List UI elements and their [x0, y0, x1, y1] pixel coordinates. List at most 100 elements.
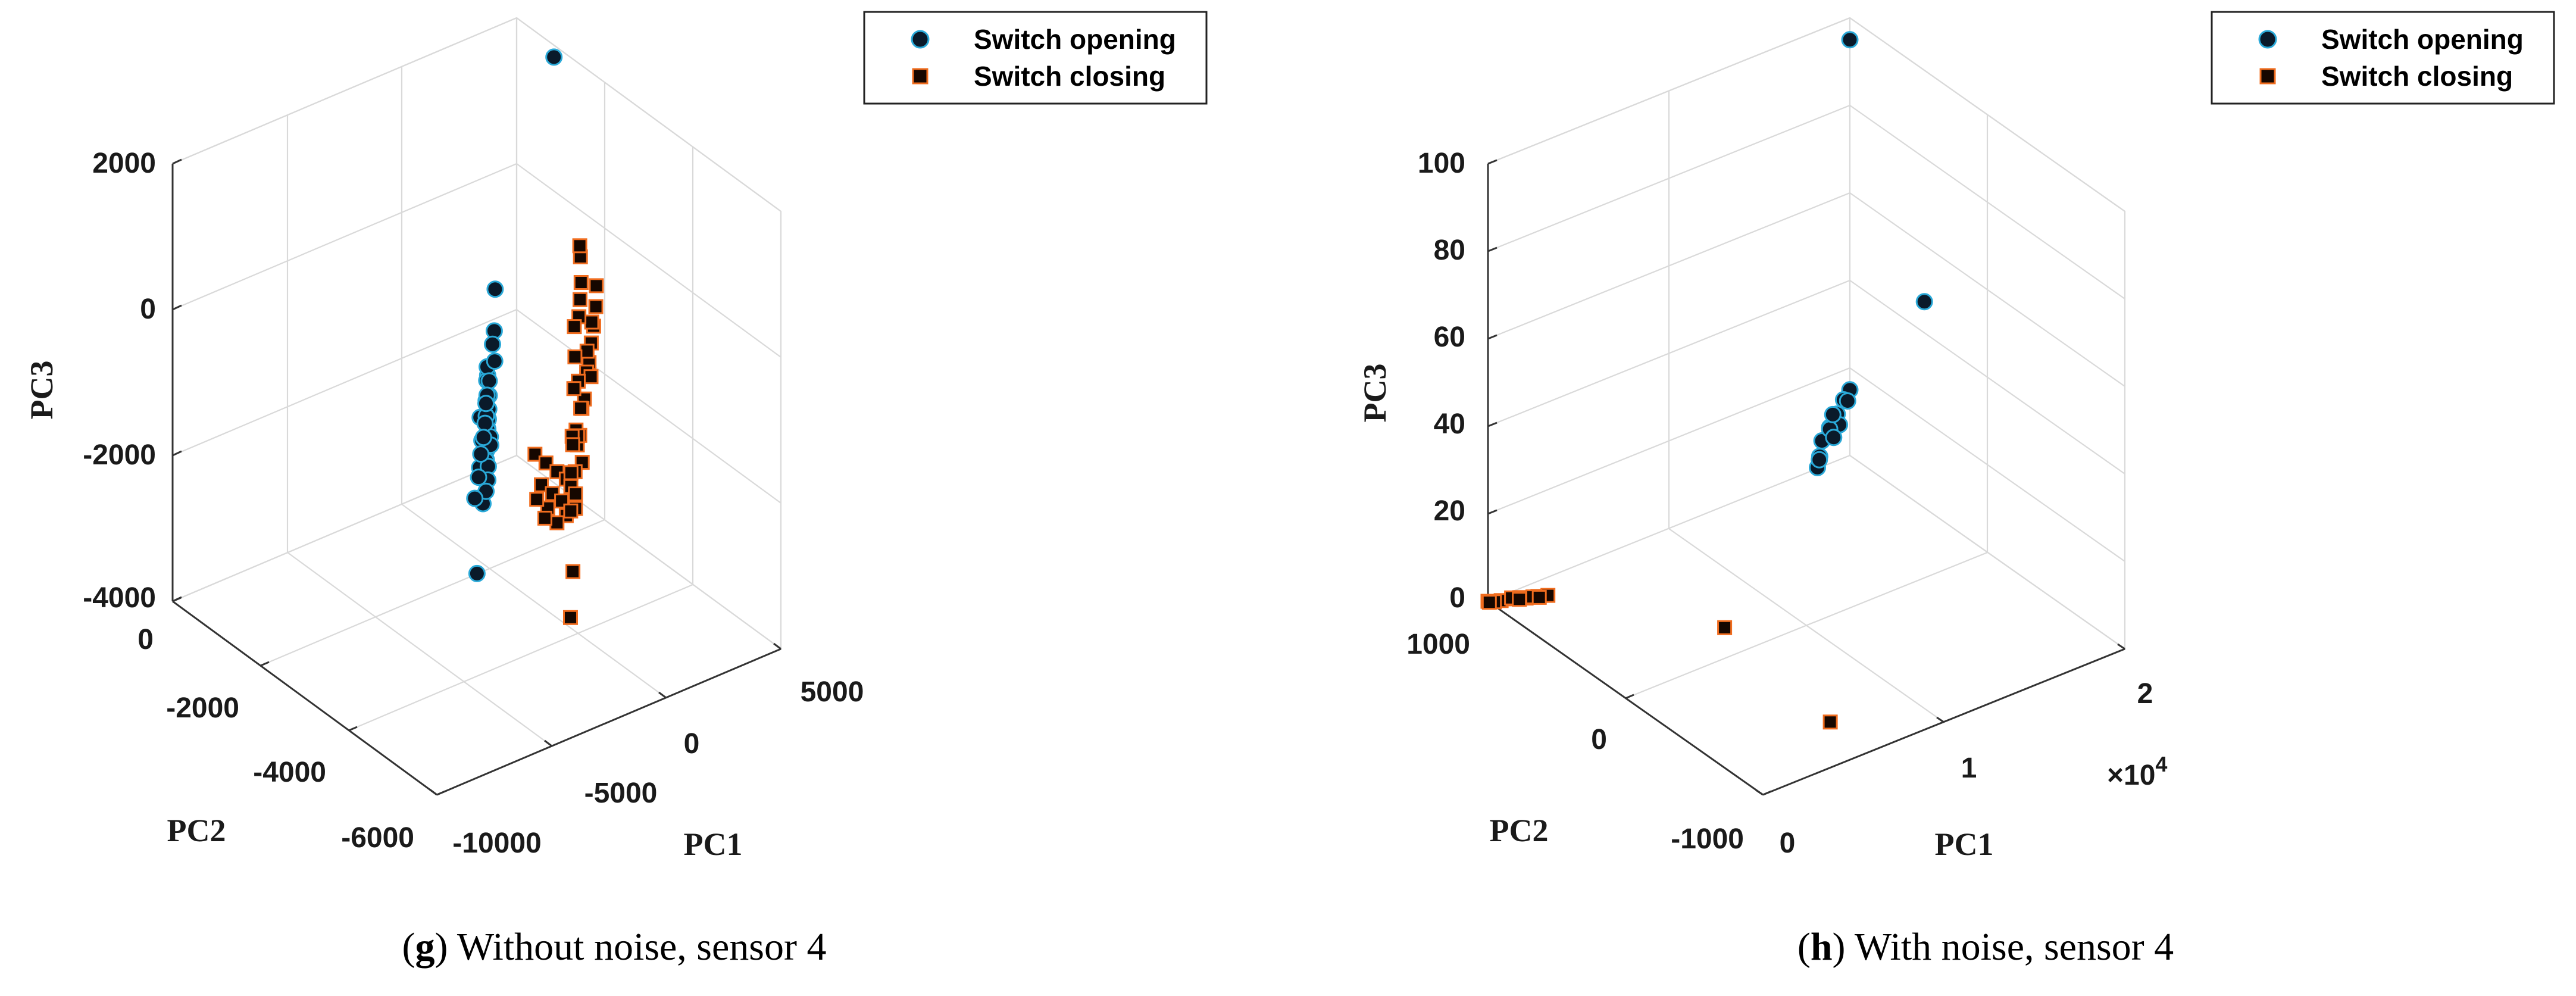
- panel-h-axis-labels: PC3 PC2 PC1: [1357, 364, 1993, 862]
- g-caption: (g) Without noise, sensor 4: [402, 925, 827, 969]
- h-xtick-1: [1936, 716, 1944, 723]
- panel-g: 2000 0 -2000 -4000 0 -2000 -4000 -6000 -…: [24, 11, 1208, 969]
- g-legend-box: [863, 11, 1208, 105]
- g-ztick-0: [172, 158, 182, 165]
- h-ztick-4: [1487, 509, 1498, 515]
- g-ylabel: PC2: [167, 813, 226, 848]
- h-ztick-3: [1487, 421, 1498, 427]
- closing-point: [549, 515, 565, 530]
- closing-point: [584, 314, 599, 330]
- panel-h-tick-labels: 100 80 60 40 20 0 1000 0 -1000 0 1 2 ×10…: [1406, 148, 2167, 859]
- h-ytick-1: [1625, 694, 1634, 700]
- g-legend-closing-label: Switch closing: [974, 61, 1165, 92]
- opening-point: [474, 429, 492, 447]
- g-x-tick-label: -10000: [452, 828, 541, 859]
- g-grid-wall-right: [515, 17, 782, 651]
- h-z-tick-label: 20: [1434, 495, 1465, 527]
- panel-h-grid: [1487, 17, 2127, 796]
- g-xlabel: PC1: [684, 826, 743, 862]
- opening-point: [468, 564, 486, 582]
- g-ztick-2: [172, 450, 182, 457]
- closing-point: [588, 299, 604, 314]
- closing-point: [527, 447, 543, 462]
- h-xlabel: PC1: [1935, 826, 1994, 862]
- h-legend-box: [2211, 11, 2555, 105]
- g-grid-z-2000: [172, 17, 781, 212]
- g-legend-opening-label: Switch opening: [974, 24, 1176, 55]
- h-z-tick-label: 80: [1434, 235, 1465, 266]
- opening-point: [486, 280, 504, 298]
- h-x-tick-label: 1: [1961, 753, 1977, 784]
- closing-point: [583, 369, 599, 385]
- closing-point: [537, 510, 552, 526]
- h-grid-z-20: [1487, 367, 2125, 562]
- h-x-tick-label: 0: [1780, 828, 1796, 859]
- h-ylabel: PC2: [1490, 813, 1549, 848]
- h-grid-z-80: [1487, 104, 2125, 299]
- closing-point: [567, 349, 583, 364]
- g-x-tick-label: 5000: [801, 676, 864, 708]
- opening-point: [545, 48, 563, 66]
- closing-point: [566, 381, 582, 396]
- opening-point: [1825, 429, 1843, 447]
- panel-g-points: [466, 48, 604, 625]
- panel-g-axis-labels: PC3 PC2 PC1: [24, 361, 742, 862]
- g-legend-opening-marker: [911, 30, 930, 49]
- h-ytick-2: [1762, 790, 1772, 796]
- g-ytick-3: [436, 790, 446, 796]
- closing-point: [563, 465, 579, 480]
- closing-point: [1481, 595, 1497, 610]
- opening-point: [472, 445, 490, 463]
- h-xtick-0: [1755, 789, 1764, 796]
- closing-point: [529, 492, 545, 507]
- opening-point: [484, 335, 501, 353]
- g-z-tick-label: 2000: [92, 148, 156, 179]
- opening-point: [486, 352, 504, 370]
- closing-point: [563, 610, 578, 625]
- closing-point: [1822, 714, 1838, 730]
- opening-point: [1839, 392, 1856, 410]
- h-z-tick-label: 0: [1449, 582, 1465, 614]
- h-x-exponent: ×104: [2107, 752, 2167, 791]
- panel-h-axes: [1487, 159, 2125, 796]
- h-x-exponent-power: 4: [2155, 752, 2167, 776]
- g-legend-closing-marker: [912, 68, 929, 85]
- g-xtick-1: [544, 739, 552, 747]
- h-grid-x-1: [1625, 115, 1989, 700]
- g-xtick-3: [773, 642, 781, 650]
- panel-g-legend: Switch opening Switch closing: [863, 11, 1208, 105]
- closing-point: [565, 437, 580, 452]
- opening-point: [480, 372, 498, 390]
- g-z-tick-label: -2000: [83, 439, 156, 471]
- h-y-tick-label: 0: [1591, 724, 1607, 755]
- opening-point: [1811, 451, 1828, 469]
- h-caption: (h) With noise, sensor 4: [1797, 925, 2174, 969]
- opening-point: [1915, 293, 1933, 311]
- h-ztick-0: [1487, 159, 1498, 165]
- h-z-tick-label: 40: [1434, 408, 1465, 440]
- closing-point: [1717, 620, 1733, 635]
- h-legend-opening-label: Switch opening: [2321, 24, 2524, 55]
- opening-point: [470, 469, 487, 486]
- g-zlabel: PC3: [24, 361, 60, 420]
- panel-g-axes: [171, 158, 781, 796]
- g-grid-wall-left: [171, 17, 517, 602]
- panel-g-tick-labels: 2000 0 -2000 -4000 0 -2000 -4000 -6000 -…: [83, 148, 864, 859]
- h-grid-z-40: [1487, 279, 2125, 474]
- g-x-tick-label: 0: [684, 728, 700, 760]
- closing-point: [567, 319, 582, 335]
- closing-point: [538, 455, 554, 471]
- closing-point: [568, 486, 583, 502]
- h-z-tick-label: 100: [1418, 148, 1465, 179]
- closing-point: [579, 344, 595, 359]
- closing-point: [573, 292, 587, 307]
- g-axis-pc2: [172, 600, 437, 796]
- g-grid-y--2000: [401, 67, 667, 698]
- g-grid-x--5000: [172, 18, 518, 602]
- panel-h: 100 80 60 40 20 0 1000 0 -1000 0 1 2 ×10…: [1357, 11, 2555, 969]
- g-xtick-2: [658, 691, 667, 699]
- g-ytick-0: [172, 597, 182, 602]
- g-z-tick-label: 0: [140, 294, 156, 325]
- g-y-tick-label: 0: [137, 624, 154, 655]
